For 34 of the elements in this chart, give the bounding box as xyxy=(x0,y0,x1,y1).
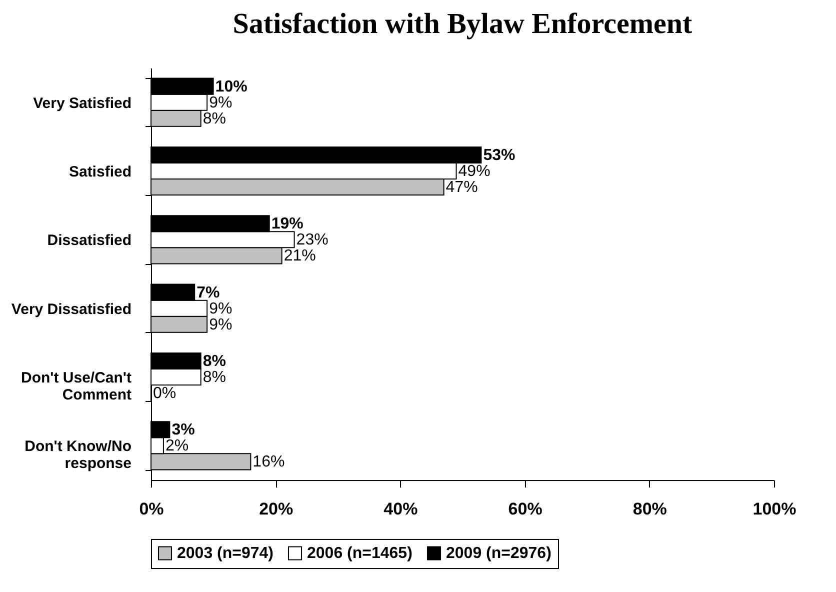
data-label: 8% xyxy=(202,352,226,370)
y-tick-label: Satisfied xyxy=(68,164,132,180)
y-tick-label: Don't Know/No response xyxy=(24,438,132,472)
data-label: 47% xyxy=(446,179,478,196)
legend-label: 2006 (n=1465) xyxy=(307,545,412,562)
legend-label: 2003 (n=974) xyxy=(177,545,274,562)
x-tick-label: 0% xyxy=(139,500,164,518)
data-label: 23% xyxy=(296,232,328,249)
data-label: 49% xyxy=(458,163,490,180)
y-tick-label: Very Dissatisfied xyxy=(11,300,132,318)
x-tick-label: 60% xyxy=(508,500,542,518)
data-label: 8% xyxy=(202,110,226,128)
data-label: 53% xyxy=(483,146,516,164)
legend-label: 2009 (n=2976) xyxy=(446,545,552,562)
data-label: 2% xyxy=(165,438,189,455)
x-tick-label: 80% xyxy=(632,500,667,518)
data-label: 7% xyxy=(196,284,220,302)
data-label: 3% xyxy=(172,422,195,439)
x-tick-label: 20% xyxy=(259,500,294,518)
data-label: 9% xyxy=(209,94,232,112)
data-label: 16% xyxy=(252,454,285,471)
y-tick-label: Very Satisfied xyxy=(33,94,132,112)
data-label: 9% xyxy=(209,316,232,334)
data-label: 9% xyxy=(209,300,232,318)
data-label: 21% xyxy=(284,248,316,265)
data-label: 10% xyxy=(215,78,248,96)
data-label: 8% xyxy=(202,369,226,386)
x-tick-label: 100% xyxy=(752,500,796,518)
chart-title: Satisfaction with Bylaw Enforcement xyxy=(232,8,693,40)
y-tick-label: Don't Use/Can't Comment xyxy=(21,370,132,404)
y-tick-label: Dissatisfied xyxy=(47,232,132,250)
data-label: 0% xyxy=(153,385,176,402)
x-tick-label: 40% xyxy=(384,500,418,518)
data-label: 19% xyxy=(271,216,304,233)
